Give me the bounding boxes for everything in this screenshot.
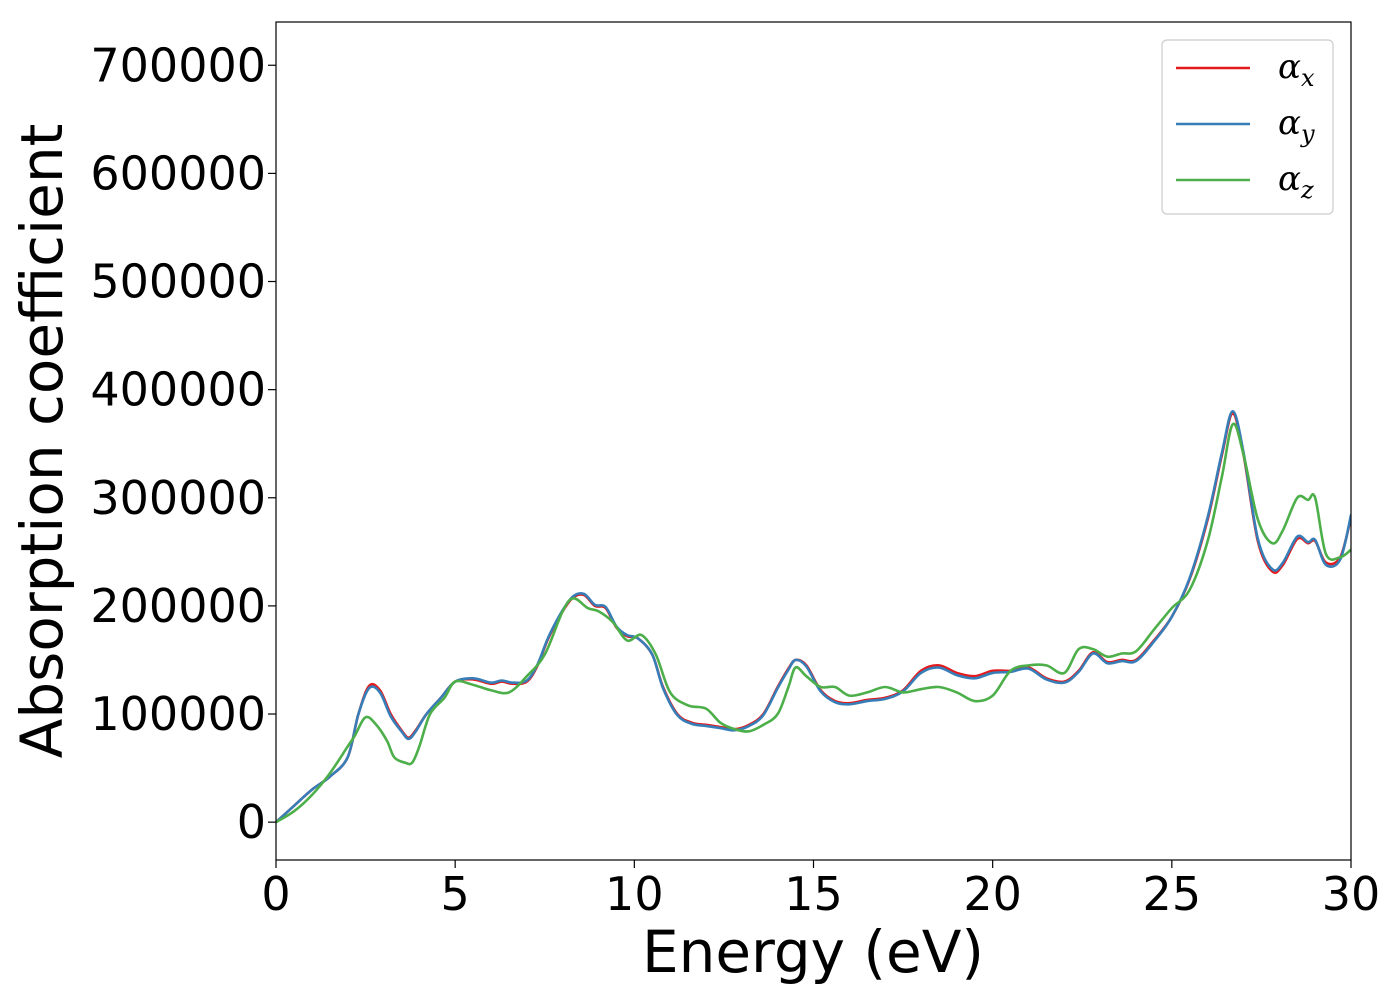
legend-label-y: αy	[1278, 103, 1315, 148]
x-tick-label: 5	[441, 867, 470, 921]
y-tick-label: 300000	[90, 471, 266, 525]
x-tick-label: 15	[784, 867, 843, 921]
legend-label-x: αx	[1278, 47, 1315, 92]
series-line-z	[276, 422, 1351, 824]
y-tick-label: 400000	[90, 363, 266, 417]
series-line-y	[276, 409, 1351, 824]
x-tick-label: 20	[963, 867, 1022, 921]
legend-label-z: αz	[1278, 159, 1314, 204]
y-tick-label: 500000	[90, 255, 266, 309]
legend: αx αy αz	[1161, 39, 1334, 215]
y-tick-label: 700000	[90, 38, 266, 92]
legend-box	[1161, 39, 1334, 215]
y-tick-label: 100000	[90, 687, 266, 741]
x-axis-label: Energy (eV)	[642, 918, 984, 986]
x-tick-label: 10	[605, 867, 664, 921]
x-tick-label: 25	[1143, 867, 1202, 921]
y-axis-label: Absorption coefficient	[8, 124, 76, 759]
y-tick-label: 600000	[90, 146, 266, 200]
y-tick-label: 0	[237, 795, 266, 849]
y-tick-label: 200000	[90, 579, 266, 633]
x-tick-label: 30	[1322, 867, 1381, 921]
x-tick-label: 0	[261, 867, 290, 921]
